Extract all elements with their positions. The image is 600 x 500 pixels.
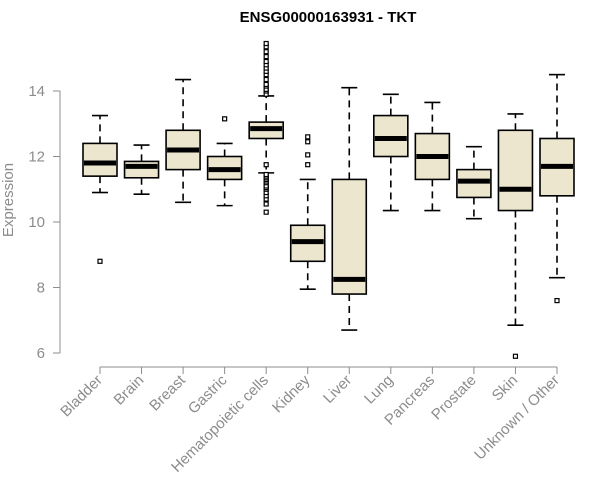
iqr-box (331, 178, 368, 295)
x-tick-label: Prostate (428, 372, 480, 424)
outlier-point (305, 152, 311, 158)
outlier-point (263, 49, 269, 55)
box-hematopoietic-cells (248, 40, 284, 215)
box-skin (497, 113, 534, 359)
outlier-point (263, 171, 269, 178)
outlier-point (263, 201, 269, 207)
x-tick-label: Kidney (269, 371, 314, 416)
iqr-box (497, 129, 534, 212)
outlier-point (222, 116, 228, 122)
y-tick-label: 6 (37, 345, 45, 362)
box-kidney (289, 134, 326, 290)
box-prostate (456, 145, 492, 220)
chart-title: ENSG00000163931 - TKT (240, 9, 417, 26)
x-tick-label: Breast (146, 371, 189, 414)
outlier-point (305, 162, 311, 168)
y-axis: 6 8 10 12 14 (28, 83, 61, 362)
y-tick-label: 14 (28, 83, 45, 100)
y-tick-label: 10 (28, 214, 45, 231)
plot-area (82, 40, 575, 359)
x-tick-label: Liver (320, 372, 355, 407)
outlier-point (263, 81, 269, 88)
outlier-point (263, 40, 269, 47)
box-breast (165, 78, 201, 204)
outlier-point (305, 139, 311, 145)
box-brain (123, 144, 160, 195)
box-gastric (206, 116, 243, 207)
x-tick-label: Skin (489, 372, 522, 405)
outlier-point (554, 298, 560, 304)
outlier-point (263, 76, 269, 83)
x-tick-label: Brain (111, 372, 148, 409)
x-tick-label: Lung (361, 372, 397, 408)
box-pancreas (414, 101, 451, 212)
box-unknown-other (539, 73, 575, 304)
iqr-box (82, 142, 118, 177)
box-bladder (82, 114, 118, 264)
outlier-point (305, 134, 311, 140)
box-lung (373, 93, 409, 212)
x-tick-label: Bladder (57, 372, 106, 421)
outlier-point (97, 258, 103, 264)
y-axis-label: Expression (0, 163, 17, 237)
y-tick-label: 12 (28, 149, 45, 166)
y-tick-label: 8 (37, 280, 45, 297)
box-liver (331, 86, 368, 331)
outlier-point (263, 209, 269, 215)
outlier-point (263, 162, 269, 168)
outlier-point (512, 353, 519, 359)
outlier-point (263, 58, 269, 65)
outlier-point (263, 54, 269, 60)
